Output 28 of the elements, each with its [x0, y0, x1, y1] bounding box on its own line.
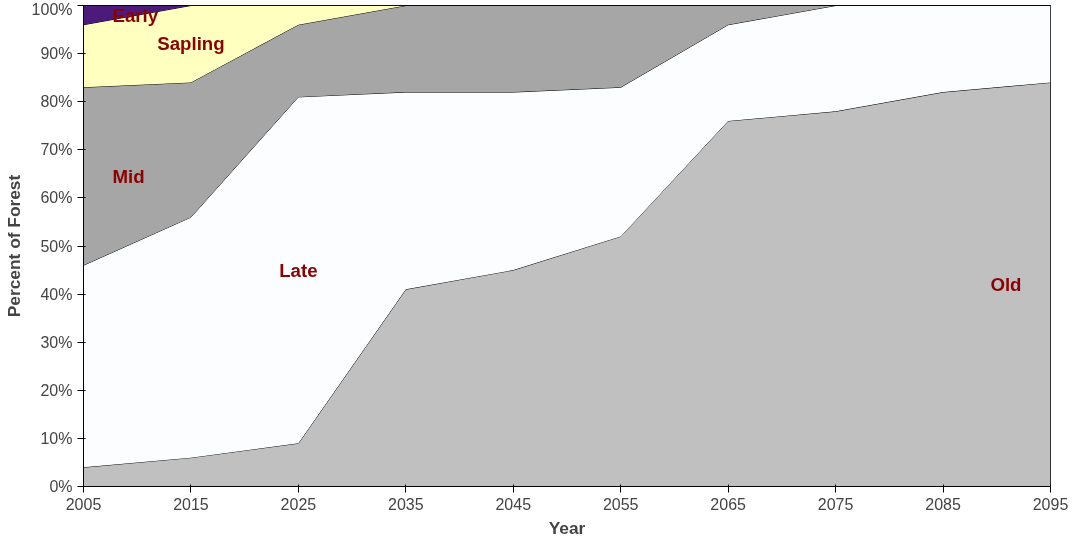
y-axis-title: Percent of Forest: [3, 174, 24, 318]
y-tick-label: 60%: [40, 189, 73, 207]
x-tick-label: 2015: [173, 495, 209, 513]
series-label: Sapling: [157, 33, 225, 55]
series-label: Old: [990, 273, 1022, 295]
x-tick-label: 2045: [495, 495, 532, 513]
y-tick-label: 80%: [40, 93, 73, 111]
series-label: Mid: [112, 165, 145, 187]
y-tick-label: 30%: [40, 333, 73, 351]
y-tick-label: 10%: [40, 429, 73, 447]
x-tick-label: 2035: [388, 495, 424, 513]
y-tick-label: 20%: [40, 381, 73, 399]
x-tick-label: 2025: [280, 495, 317, 513]
series-label: Early: [112, 4, 159, 26]
y-tick-label: 70%: [40, 141, 73, 159]
x-tick-label: 2005: [65, 495, 102, 513]
y-tick-label: 100%: [31, 0, 73, 18]
y-tick-label: 90%: [40, 45, 73, 63]
y-tick-label: 50%: [40, 237, 73, 255]
x-tick-label: 2085: [925, 495, 961, 513]
y-tick-label: 0%: [49, 478, 73, 495]
x-tick-label: 2075: [817, 495, 854, 513]
x-tick-label: 2095: [1032, 495, 1069, 513]
x-tick-label: 2065: [710, 495, 747, 513]
series-label: Late: [279, 259, 318, 281]
x-axis-title: Year: [548, 517, 586, 538]
y-tick-label: 40%: [40, 285, 73, 303]
x-tick-label: 2055: [602, 495, 639, 513]
